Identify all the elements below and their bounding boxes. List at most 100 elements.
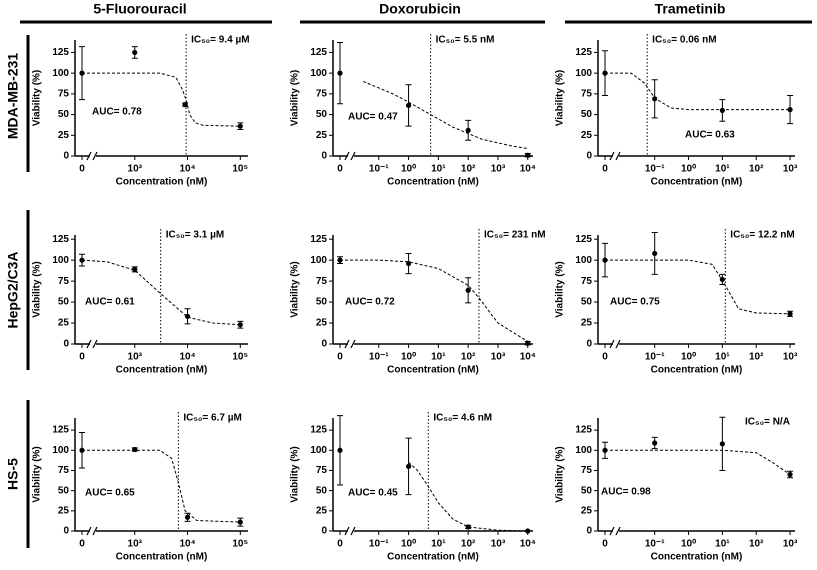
row-title: HS-5 [5, 458, 21, 490]
x-tick-label: 10³ [128, 539, 143, 550]
data-point [787, 311, 793, 317]
ic50-label: IC₅₀= 231 nM [484, 230, 546, 241]
x-tick-label: 10⁴ [179, 539, 195, 550]
data-point [525, 152, 531, 158]
column-title: Trametinib [655, 1, 726, 17]
x-tick-label: 10⁰ [401, 539, 416, 550]
data-point [337, 70, 343, 76]
y-tick-label: 0 [586, 339, 592, 350]
x-tick-label: 10³ [783, 352, 798, 363]
x-tick-label: 10⁴ [179, 352, 195, 363]
y-tick-label: 100 [52, 255, 69, 266]
data-point [719, 441, 725, 447]
data-point [405, 463, 412, 470]
y-tick-label: 0 [586, 151, 592, 162]
y-tick-label: 100 [575, 445, 592, 456]
x-tick-label: 10⁰ [681, 352, 696, 363]
y-tick-label: 25 [58, 318, 70, 329]
data-point [719, 276, 725, 283]
data-point [405, 102, 412, 109]
data-point [602, 257, 608, 263]
y-tick-label: 50 [58, 485, 70, 496]
x-tick-label: 10⁻¹ [369, 352, 389, 363]
y-tick-label: 50 [316, 297, 328, 308]
data-point [465, 127, 471, 133]
data-point [184, 313, 191, 319]
ic50-label: IC₅₀= 5.5 nM [436, 35, 495, 46]
x-tick-label: 10⁴ [520, 352, 536, 363]
y-tick-label: 0 [586, 526, 592, 537]
y-tick-label: 25 [581, 505, 593, 516]
x-tick-label: 10² [749, 164, 764, 175]
y-tick-label: 75 [316, 88, 328, 99]
x-tick-label: 10¹ [715, 164, 730, 175]
y-tick-label: 100 [310, 68, 327, 79]
x-axis-label: Concentration (nM) [651, 552, 743, 563]
x-tick-label: 10³ [491, 539, 506, 550]
x-tick-label: 10⁵ [232, 352, 248, 363]
data-point [652, 440, 658, 446]
fit-curve [82, 449, 241, 523]
x-tick-label: 0 [602, 352, 608, 363]
x-tick-label: 10³ [491, 164, 506, 175]
y-tick-label: 125 [575, 425, 592, 436]
auc-label: AUC= 0.72 [345, 297, 395, 308]
axis-break [86, 339, 98, 349]
y-tick-label: 25 [316, 130, 328, 141]
axis-break [344, 339, 356, 349]
x-tick-label: 10⁰ [401, 164, 416, 175]
y-axis-label: Viability (%) [290, 261, 301, 318]
x-axis-label: Concentration (nM) [116, 552, 208, 563]
y-tick-label: 0 [63, 151, 69, 162]
y-tick-label: 75 [58, 88, 70, 99]
x-tick-label: 10³ [491, 352, 506, 363]
y-tick-label: 125 [52, 425, 69, 436]
x-tick-label: 10² [749, 352, 764, 363]
x-tick-label: 10⁵ [232, 164, 248, 175]
data-point [787, 107, 793, 113]
x-axis-label: Concentration (nM) [116, 177, 208, 188]
y-axis-label: Viability (%) [32, 446, 43, 503]
x-axis-label: Concentration (nM) [387, 365, 479, 376]
x-tick-label: 10¹ [715, 539, 730, 550]
x-tick-label: 10¹ [715, 352, 730, 363]
x-tick-label: 10² [461, 352, 476, 363]
auc-label: AUC= 0.45 [348, 488, 398, 499]
x-tick-label: 10⁴ [179, 164, 195, 175]
y-tick-label: 25 [58, 505, 70, 516]
x-tick-label: 10⁰ [681, 539, 696, 550]
data-point [465, 287, 471, 293]
y-tick-label: 125 [310, 425, 327, 436]
x-tick-label: 10² [461, 539, 476, 550]
x-tick-label: 10³ [128, 164, 143, 175]
y-tick-label: 100 [310, 255, 327, 266]
data-point [79, 447, 85, 453]
x-axis-label: Concentration (nM) [387, 177, 479, 188]
y-axis-label: Viability (%) [555, 70, 566, 127]
x-tick-label: 10³ [783, 164, 798, 175]
data-point [787, 471, 793, 478]
ic50-label: IC₅₀= 9.4 µM [191, 35, 249, 46]
axis-break [86, 526, 98, 536]
y-axis-label: Viability (%) [290, 446, 301, 503]
y-tick-label: 50 [316, 485, 328, 496]
auc-label: AUC= 0.61 [85, 297, 135, 308]
data-point [132, 49, 138, 56]
fit-curve [362, 80, 528, 150]
ic50-label: IC₅₀= 4.6 nM [433, 413, 492, 424]
axis-break [609, 339, 621, 349]
x-tick-label: 10³ [128, 352, 143, 363]
fit-curve [340, 259, 529, 342]
y-tick-label: 75 [58, 276, 70, 287]
row-title: MDA-MB-231 [5, 53, 21, 140]
auc-label: AUC= 0.98 [601, 487, 651, 498]
x-tick-label: 10⁴ [520, 164, 536, 175]
x-tick-label: 10⁻¹ [369, 539, 389, 550]
data-point [405, 260, 412, 267]
data-point [184, 514, 191, 520]
y-tick-label: 0 [321, 151, 327, 162]
fit-curve [408, 462, 528, 532]
x-tick-label: 0 [337, 352, 343, 363]
data-point [132, 446, 138, 453]
